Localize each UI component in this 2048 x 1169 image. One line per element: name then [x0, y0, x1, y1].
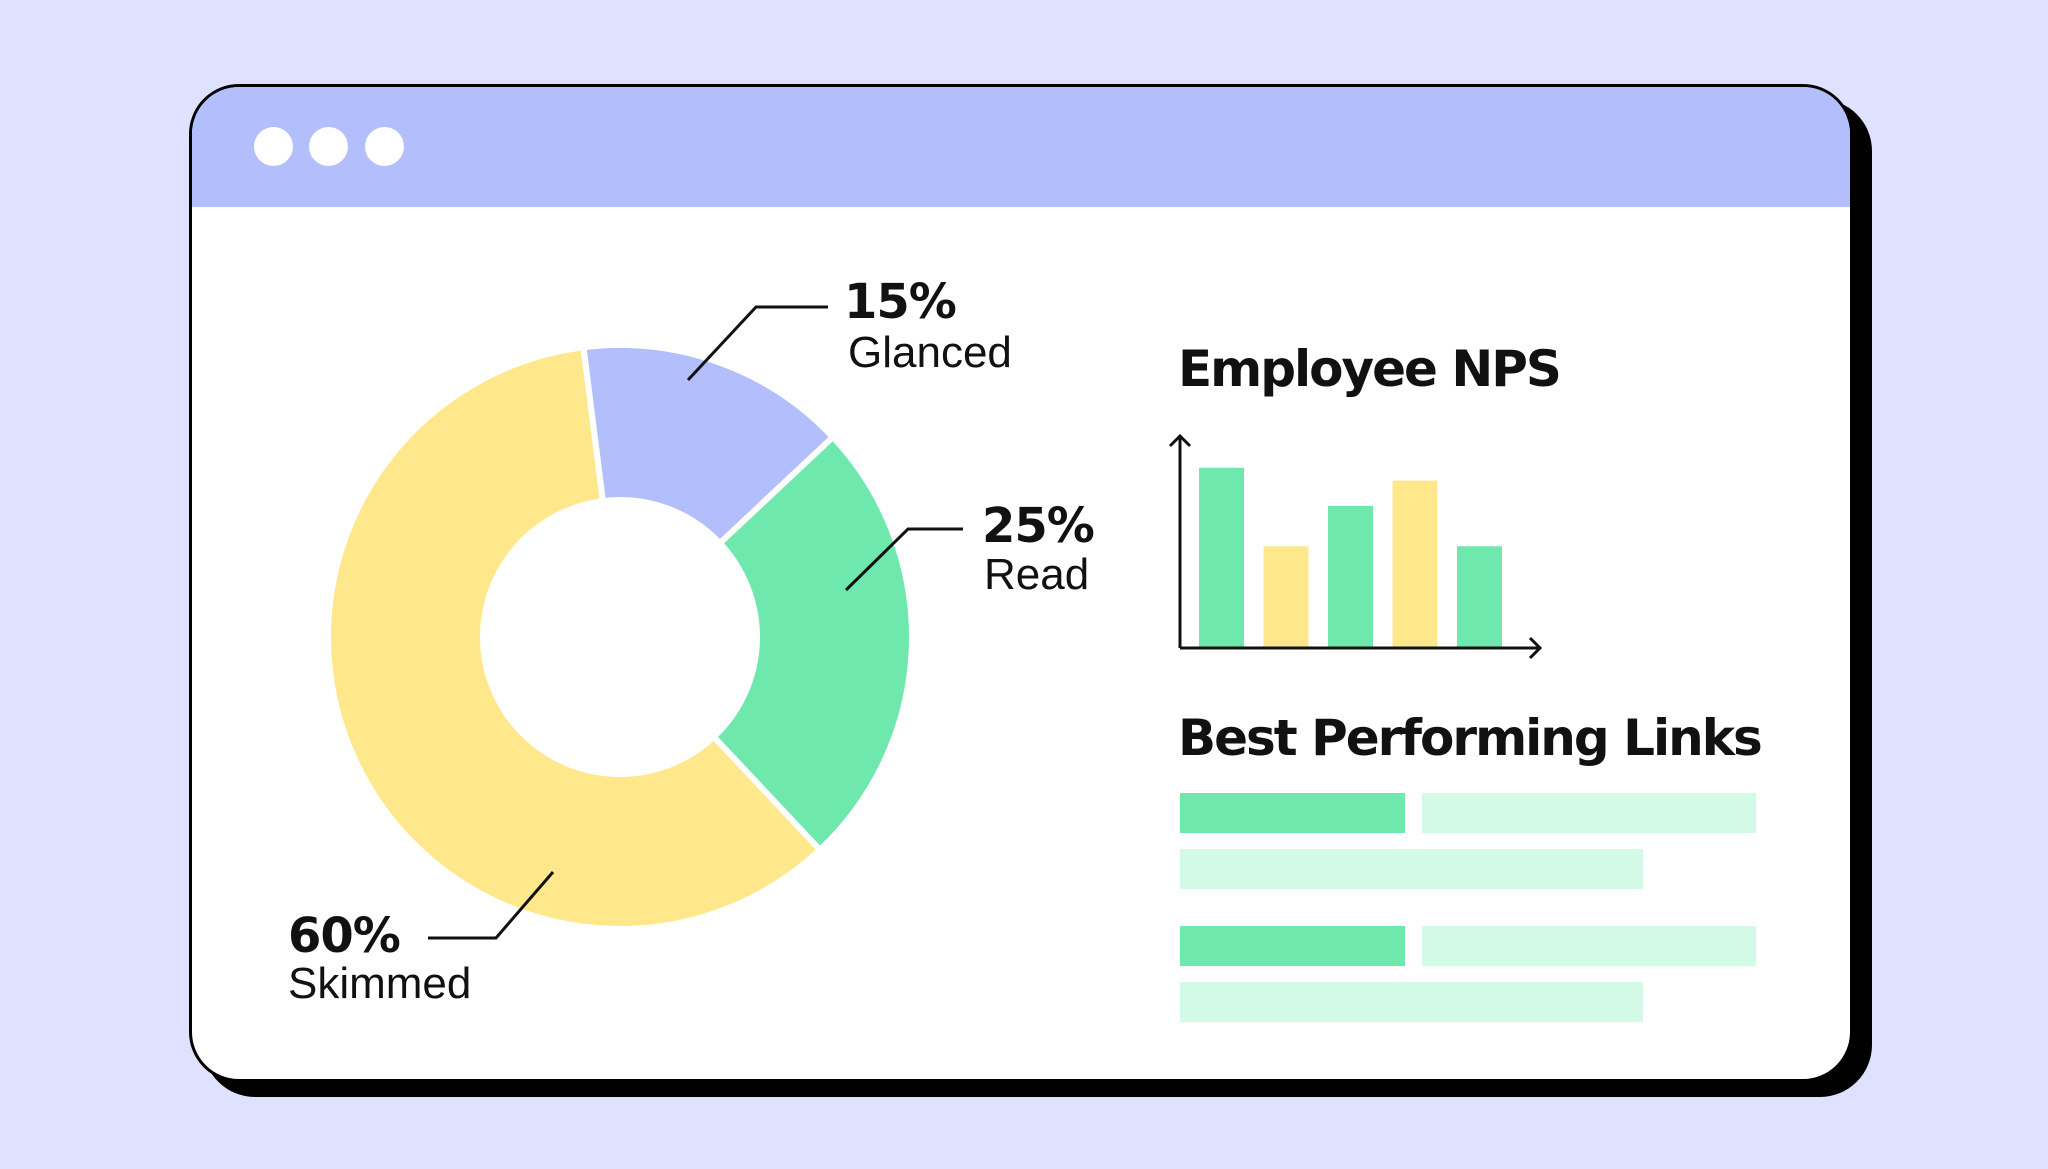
- skimmed-percent: 60%: [288, 908, 401, 964]
- nps-bar-2: [1263, 546, 1309, 648]
- read-percent: 25%: [982, 498, 1095, 554]
- nps-x-arrow-icon: [1528, 636, 1543, 660]
- window-titlebar: [192, 87, 1850, 207]
- window-dot-2[interactable]: [309, 127, 348, 166]
- skimmed-label: Skimmed: [288, 959, 472, 1008]
- read-label: Read: [984, 550, 1090, 599]
- link-row-2-metric: [1422, 926, 1756, 966]
- glanced-percent: 15%: [844, 274, 957, 330]
- donut-segment-read: [709, 432, 915, 855]
- nps-bar-chart: [1168, 433, 1543, 660]
- nps-bar-1: [1199, 467, 1244, 648]
- donut-chart: [325, 342, 915, 932]
- window-dot-1[interactable]: [254, 127, 293, 166]
- links-title: Best Performing Links: [1178, 709, 1763, 767]
- link-row-1-name[interactable]: [1180, 793, 1405, 833]
- glanced-label: Glanced: [848, 328, 1012, 377]
- nps-bar-3: [1328, 505, 1373, 648]
- nps-title: Employee NPS: [1178, 340, 1562, 398]
- window-dot-3[interactable]: [365, 127, 404, 166]
- link-row-2-detail: [1180, 982, 1643, 1022]
- donut-segment-skimmed: [325, 343, 825, 932]
- nps-y-arrow-icon: [1168, 433, 1192, 448]
- leader-line-read: [844, 527, 963, 592]
- leader-line-glanced: [686, 305, 828, 382]
- link-row-1-detail: [1180, 849, 1643, 889]
- link-row-1-metric: [1422, 793, 1756, 833]
- nps-bar-5: [1457, 546, 1502, 648]
- leader-line-skimmed: [428, 871, 555, 940]
- nps-bar-4: [1392, 480, 1438, 648]
- link-row-2-name[interactable]: [1180, 926, 1405, 966]
